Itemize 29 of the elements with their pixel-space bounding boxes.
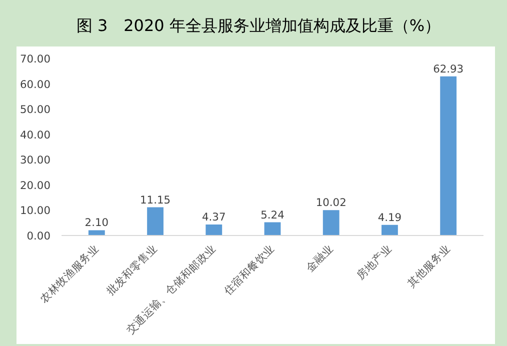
data-label: 62.93 — [433, 62, 464, 76]
y-tick-label: 20.00 — [20, 178, 51, 192]
y-tick-label: 40.00 — [20, 128, 51, 142]
y-tick-label: 70.00 — [20, 52, 51, 66]
data-label: 5.24 — [260, 208, 285, 222]
y-tick-label: 60.00 — [20, 78, 51, 91]
bar — [382, 224, 398, 236]
y-tick-label: 30.00 — [20, 154, 51, 167]
bar — [322, 210, 340, 236]
x-tick-label: 其他服务业 — [404, 242, 453, 290]
bar — [206, 224, 222, 236]
data-label: 2.10 — [84, 216, 109, 230]
bar — [440, 76, 457, 236]
x-tick-label: 住宿和餐饮业 — [221, 242, 278, 298]
bar — [88, 230, 105, 236]
bar — [264, 222, 281, 236]
y-tick-label: 50.00 — [20, 103, 51, 116]
data-label: 11.15 — [140, 193, 171, 206]
data-label: 10.02 — [316, 196, 346, 210]
data-label: 4.37 — [202, 210, 226, 224]
y-tick-label: 10.00 — [20, 204, 51, 218]
x-tick-label: 批发和零售业 — [104, 242, 160, 298]
bar — [147, 207, 164, 236]
data-label: 4.19 — [378, 210, 402, 224]
x-tick-label: 金融业 — [303, 242, 336, 274]
x-tick-label: 农林牧渔服务业 — [38, 242, 102, 306]
chart-title: 图 3 2020 年全县服务业增加值构成及比重（%） — [76, 15, 441, 37]
y-tick-label: 0.00 — [26, 230, 51, 242]
x-tick-label: 房地产业 — [354, 242, 394, 282]
